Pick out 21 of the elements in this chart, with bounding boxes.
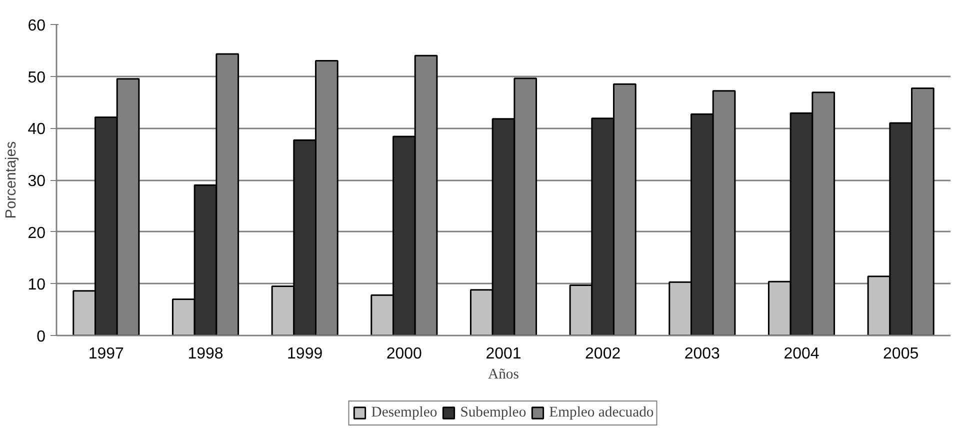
legend-label: Desempleo (371, 404, 438, 421)
y-tick-label: 40 (28, 121, 46, 138)
x-tick-label: 2003 (684, 346, 720, 362)
x-tick-label: 2005 (883, 346, 919, 362)
legend-label: Empleo adecuado (549, 404, 654, 421)
x-axis-title: Años (488, 366, 520, 382)
y-axis-title: Porcentajes (4, 141, 20, 219)
legend-label: Subempleo (460, 404, 526, 421)
x-tick-label: 1999 (287, 346, 323, 362)
x-tick-label: 2004 (784, 346, 820, 362)
y-tick-label: 10 (28, 276, 46, 294)
x-tick-label: 1997 (88, 346, 124, 362)
y-tick-label: 30 (28, 173, 46, 190)
y-tick-label: 20 (28, 224, 46, 242)
y-tick-label: 50 (28, 69, 46, 86)
x-tick-label: 2002 (585, 346, 621, 362)
x-tick-label: 2001 (486, 346, 522, 362)
x-tick-label: 2000 (386, 346, 422, 362)
x-tick-label: 1998 (188, 346, 224, 362)
y-tick-label: 60 (28, 18, 46, 34)
y-tick-label: 0 (36, 328, 46, 346)
